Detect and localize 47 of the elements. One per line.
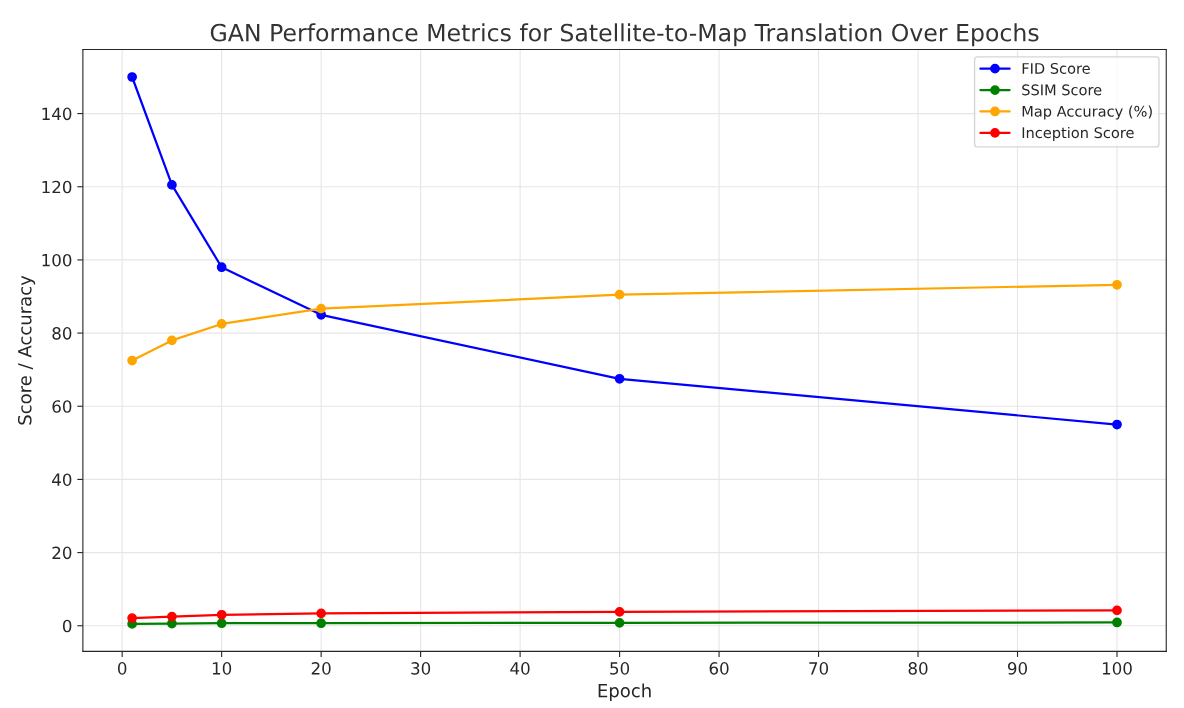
x-tick-label: 80 <box>908 662 928 675</box>
point <box>316 608 327 619</box>
point <box>614 373 625 384</box>
x-tick-label: 10 <box>212 662 232 675</box>
chart-title: GAN Performance Metrics for Satellite-to-Map Translation Over Epochs <box>210 23 1039 47</box>
point <box>216 319 227 329</box>
point <box>127 72 137 82</box>
point <box>1112 617 1122 628</box>
x-tick-label: 0 <box>117 662 127 675</box>
y-tick-label: 140 <box>42 107 72 121</box>
point <box>167 611 177 622</box>
y-tick-label: 20 <box>52 546 72 560</box>
x-axis-title: Epoch <box>598 683 651 701</box>
y-axis-title: Score / Accuracy <box>17 275 36 425</box>
y-tick-label: 100 <box>42 253 72 267</box>
legend-label: FID Score <box>1022 62 1090 74</box>
point <box>167 335 177 346</box>
x-tick-label: 100 <box>1102 662 1132 675</box>
legend-label: SSIM Score <box>1022 84 1102 96</box>
point <box>316 618 327 629</box>
point <box>127 613 137 623</box>
x-tick-label: 90 <box>1007 662 1028 675</box>
point <box>1112 419 1122 430</box>
y-tick-label: 40 <box>52 473 72 486</box>
x-tick-label: 40 <box>510 662 530 675</box>
point <box>614 606 625 617</box>
x-tick-label: 20 <box>311 662 331 675</box>
y-tick-label: 0 <box>62 619 72 633</box>
point <box>614 289 625 300</box>
point <box>216 262 227 273</box>
x-tick-label: 60 <box>709 662 729 675</box>
point <box>614 617 625 628</box>
legend-label: Inception Score <box>1022 126 1134 142</box>
point <box>316 303 327 314</box>
point <box>216 618 227 629</box>
point <box>167 180 177 190</box>
y-tick-label: 120 <box>42 180 72 194</box>
y-tick-label: 80 <box>52 327 72 340</box>
point <box>216 609 227 620</box>
point <box>127 355 137 366</box>
x-tick-label: 70 <box>809 662 829 675</box>
x-tick-label: 30 <box>411 662 431 675</box>
y-tick-label: 60 <box>52 400 72 413</box>
point <box>1112 605 1122 616</box>
legend-label: Map Accuracy (%) <box>1022 105 1152 120</box>
point <box>1112 279 1122 290</box>
x-tick-label: 50 <box>610 662 630 675</box>
